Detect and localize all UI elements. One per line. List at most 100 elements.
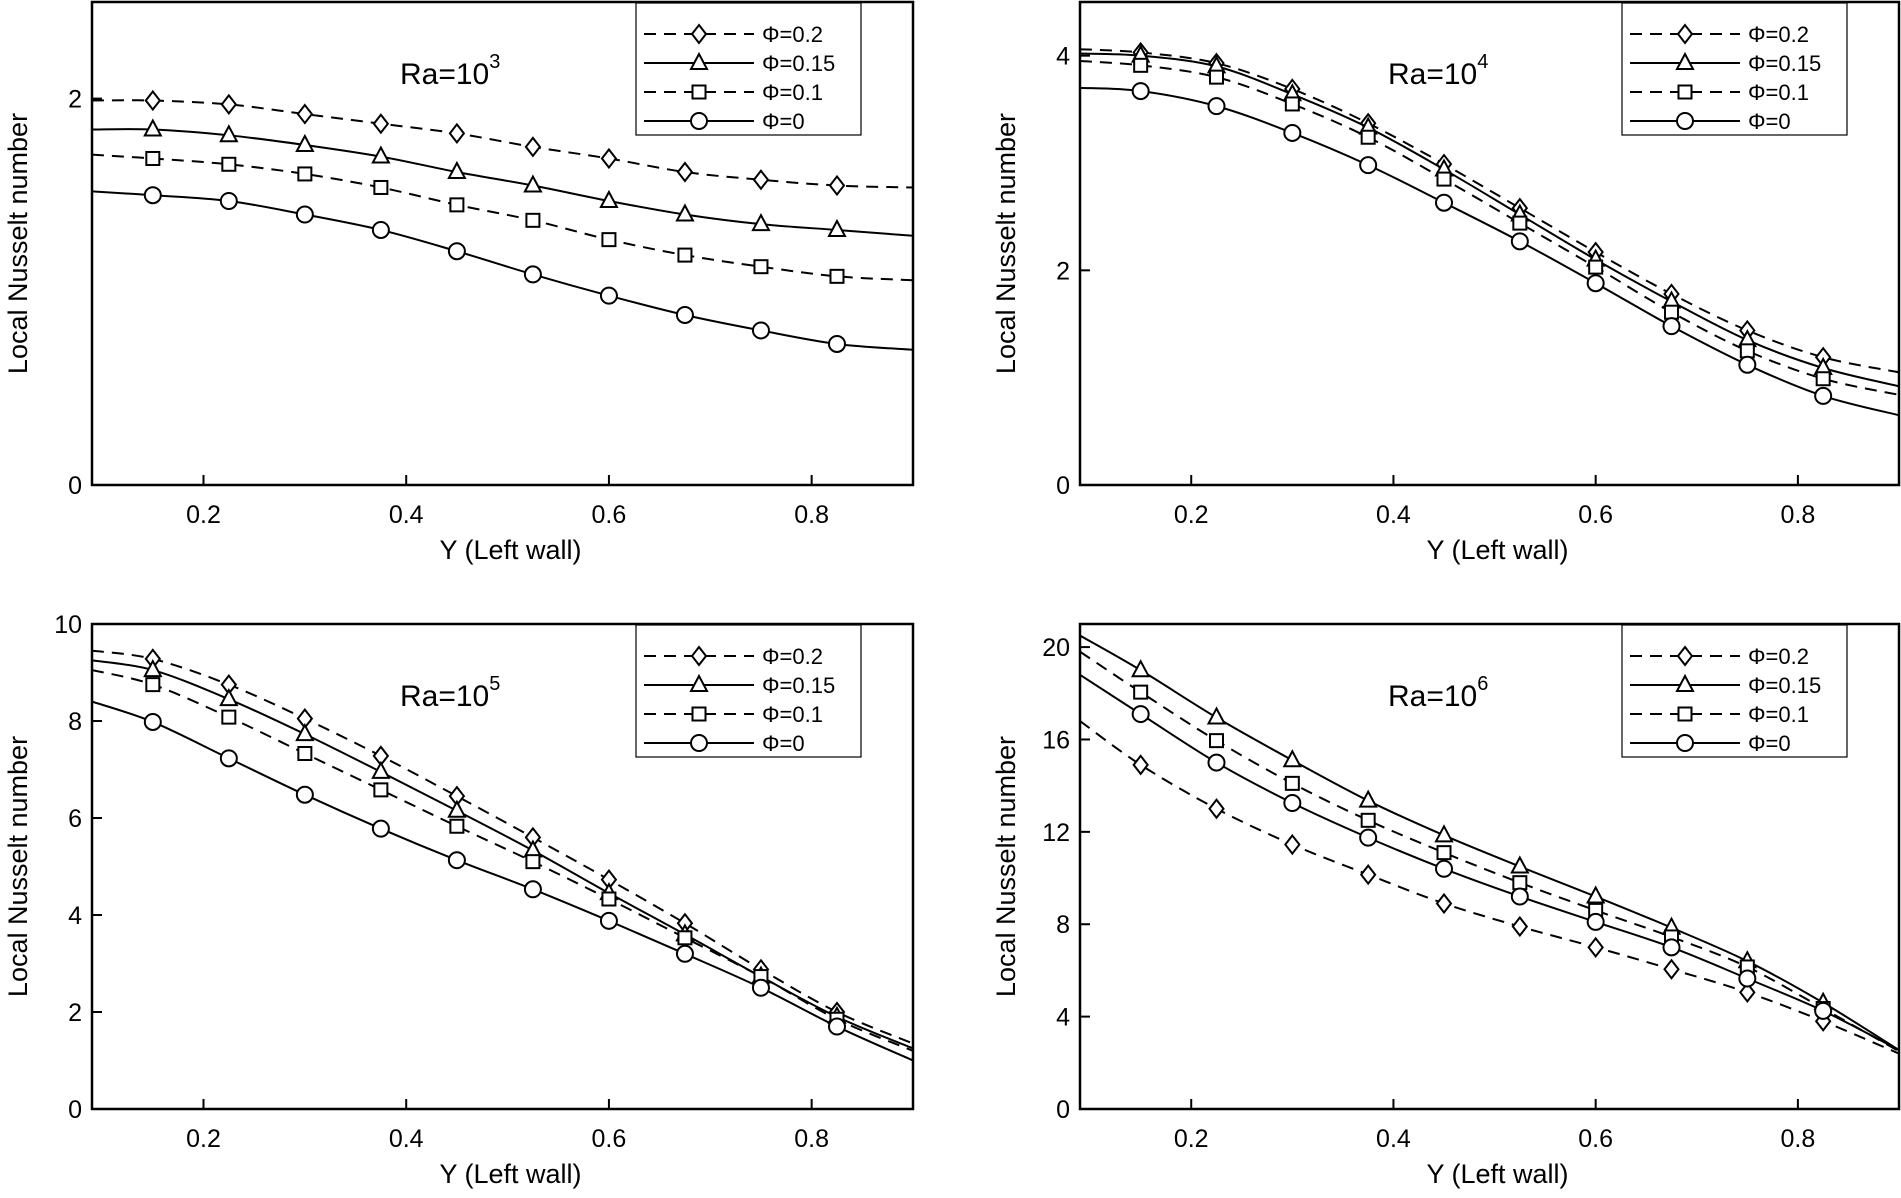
circle-marker — [371, 819, 390, 838]
square-marker — [1360, 129, 1376, 145]
x-tick-label: 0.2 — [186, 1125, 221, 1153]
legend-label: Φ=0 — [1748, 109, 1791, 134]
square-marker — [1209, 69, 1224, 85]
x-tick-label: 0.2 — [1174, 501, 1209, 529]
legend: Φ=0.2 Φ=0.15 Φ=0.1 Φ=0 — [635, 2, 862, 136]
legend: Φ=0.2 Φ=0.15 Φ=0.1 Φ=0 — [635, 624, 862, 758]
circle-marker — [523, 880, 542, 899]
square-marker — [601, 891, 617, 907]
y-tick-label: 4 — [1056, 1004, 1070, 1032]
square-marker — [449, 197, 465, 213]
y-tick-label: 0 — [1056, 472, 1070, 500]
triangle-marker — [675, 203, 695, 222]
triangle-marker — [295, 133, 315, 152]
diamond-marker — [144, 89, 162, 112]
x-tick-label: 0.4 — [1376, 1125, 1411, 1153]
square-marker — [297, 166, 313, 182]
triangle-marker — [1434, 824, 1454, 843]
x-axis-label: Y (Left wall) — [439, 1159, 581, 1189]
series-circle — [1080, 673, 1899, 1051]
series-triangle — [92, 118, 913, 237]
x-axis-label: Y (Left wall) — [439, 535, 581, 565]
square-marker — [1436, 845, 1452, 861]
plot-frame — [90, 0, 915, 487]
square-marker — [449, 818, 465, 834]
series-square — [92, 669, 913, 1052]
triangle-marker — [371, 760, 391, 779]
x-tick-label: 0.2 — [1174, 1125, 1209, 1153]
y-tick-label: 12 — [1042, 819, 1070, 847]
circle-marker — [219, 749, 238, 768]
square-marker — [1512, 215, 1528, 231]
triangle-marker — [1358, 789, 1378, 808]
legend-label: Φ=0.15 — [1748, 51, 1821, 76]
legend-item: Φ=0.1 — [1630, 80, 1809, 105]
triangle-marker — [827, 218, 847, 237]
circle-marker — [1283, 793, 1302, 812]
circle-marker — [1662, 938, 1681, 957]
chart-panel-1: 0.2 0.4 0.6 0.8 0 2 Y (Left wall) Local Nusselt… — [3, 0, 915, 565]
circle-marker — [1586, 912, 1605, 931]
circle-marker — [143, 712, 162, 731]
legend-circle-marker — [690, 734, 708, 752]
circle-marker — [295, 785, 314, 804]
title-exponent: 4 — [1477, 51, 1488, 73]
series-circle — [92, 700, 913, 1062]
triangle-marker — [371, 145, 391, 164]
square-marker — [1664, 304, 1679, 320]
legend-circle-marker — [690, 112, 708, 130]
legend-label: Φ=0.15 — [1748, 673, 1821, 698]
circle-marker — [599, 286, 618, 305]
legend-diamond-marker — [1676, 645, 1694, 667]
legend-label: Φ=0.1 — [1748, 702, 1809, 727]
square-marker — [525, 212, 541, 228]
square-marker — [145, 677, 161, 693]
circle-marker — [1207, 97, 1226, 116]
x-tick-label: 0.8 — [794, 1125, 829, 1153]
title-base: Ra=10 — [1388, 680, 1477, 713]
square-marker — [601, 232, 617, 248]
legend-diamond-marker — [1676, 23, 1694, 45]
circle-marker — [1586, 274, 1605, 293]
legend: Φ=0.2 Φ=0.15 Φ=0.1 Φ=0 — [1621, 2, 1848, 136]
circle-marker — [1435, 859, 1453, 878]
diamond-marker — [372, 113, 390, 135]
circle-marker — [219, 191, 238, 210]
series-line — [1080, 86, 1899, 417]
circle-marker — [1359, 828, 1378, 847]
series-circle — [1080, 82, 1899, 417]
diamond-marker — [1435, 892, 1453, 915]
title-base: Ra=10 — [400, 680, 489, 713]
chart-title: Ra=106 — [1388, 673, 1488, 713]
circle-marker — [371, 220, 390, 239]
triangle-marker — [219, 124, 239, 143]
square-marker — [1209, 733, 1224, 749]
y-axis-label: Local Nusselt number — [991, 736, 1021, 997]
circle-marker — [751, 321, 770, 340]
square-marker — [1739, 343, 1755, 359]
y-tick-label: 2 — [1056, 257, 1070, 285]
series-line — [92, 153, 913, 282]
legend-label: Φ=0.1 — [762, 80, 823, 105]
diamond-marker — [1132, 754, 1149, 776]
legend-square-marker — [691, 84, 707, 100]
square-marker — [1133, 684, 1149, 700]
title-base: Ra=10 — [1388, 58, 1477, 91]
square-marker — [221, 709, 237, 725]
x-tick-label: 0.6 — [592, 1125, 627, 1153]
series-line — [92, 99, 913, 189]
y-axis-label: Local Nusselt number — [3, 113, 33, 374]
x-tick-label: 0.8 — [1781, 1125, 1816, 1153]
circle-marker — [599, 911, 618, 930]
circle-marker — [675, 305, 694, 324]
y-tick-label: 2 — [68, 86, 82, 114]
square-marker — [1436, 171, 1452, 187]
circle-marker — [523, 265, 542, 284]
triangle-marker — [219, 688, 239, 707]
triangle-marker — [751, 213, 771, 232]
legend-diamond-marker — [690, 23, 708, 45]
title-exponent: 3 — [489, 51, 500, 73]
plot-frame — [1078, 0, 1901, 487]
circle-marker — [1510, 887, 1529, 906]
series-diamond — [92, 89, 913, 197]
